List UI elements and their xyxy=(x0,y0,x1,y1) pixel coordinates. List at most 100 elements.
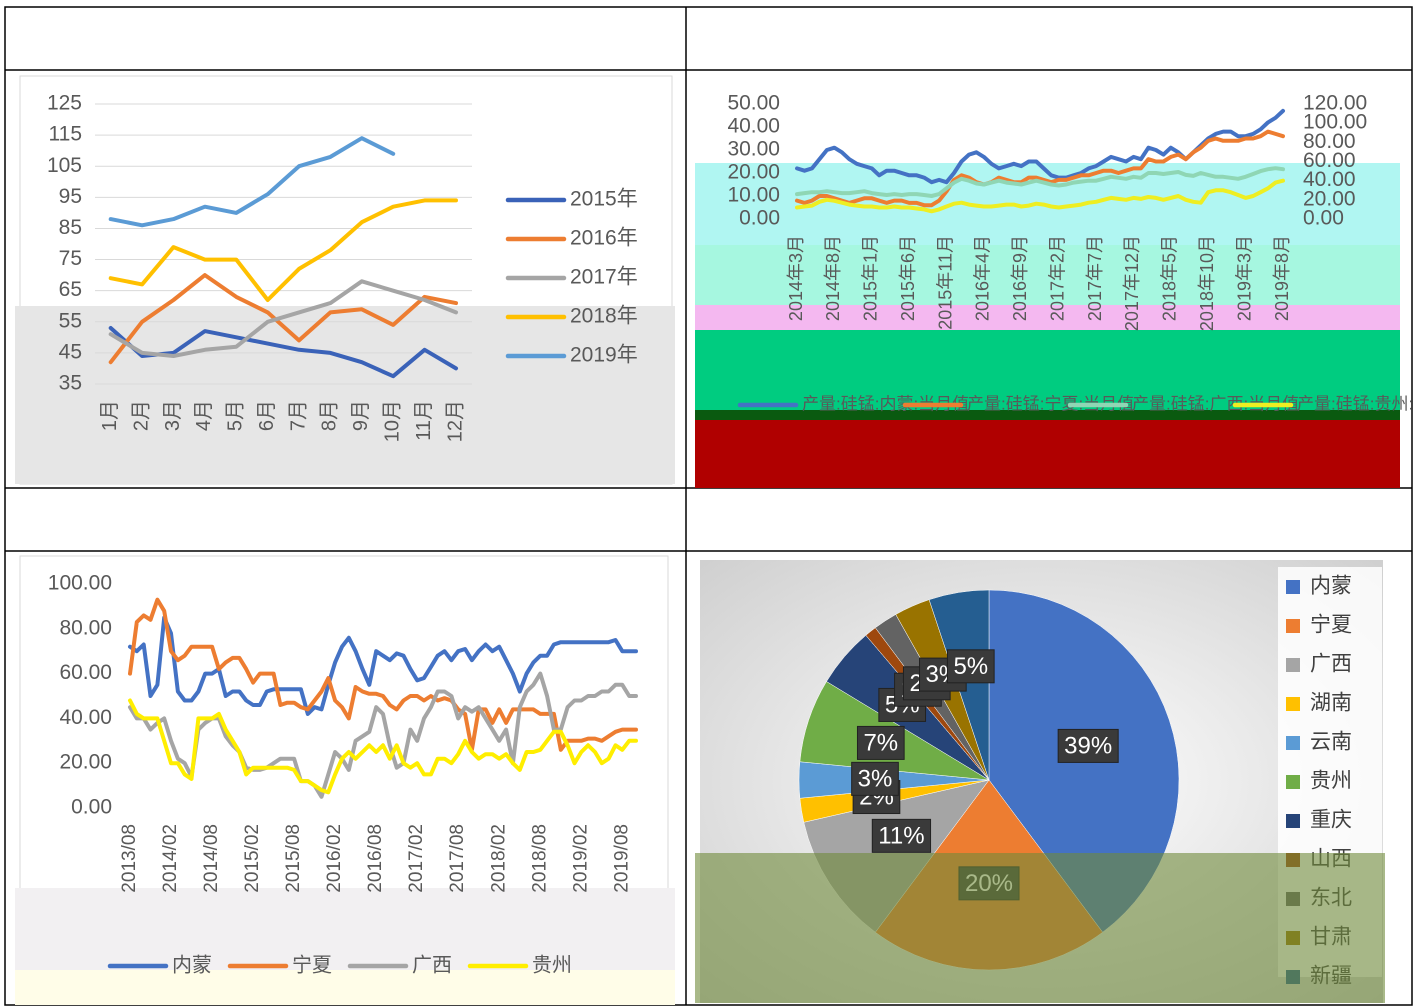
y-tick-label: 115 xyxy=(49,123,82,146)
data-label: 39% xyxy=(1064,732,1112,759)
data-label: 11% xyxy=(878,822,924,849)
legend-label: 2018年 xyxy=(570,305,638,328)
y2-tick-label: 100.00 xyxy=(1303,111,1367,134)
y-tick-label: 55 xyxy=(59,309,82,332)
x-tick-label: 2019年3月 xyxy=(1234,235,1254,321)
x-tick-label: 2016年4月 xyxy=(973,235,993,321)
legend-swatch xyxy=(1286,697,1300,711)
artifact xyxy=(695,245,1400,305)
table-border xyxy=(4,6,1413,1006)
legend-label: 重庆 xyxy=(1310,809,1352,832)
x-tick-label: 2014年3月 xyxy=(786,235,806,321)
y2-tick-label: 60.00 xyxy=(1303,149,1356,172)
x-tick-label: 10月 xyxy=(381,400,403,442)
y-tick-label: 60.00 xyxy=(59,661,112,684)
x-tick-label: 2019年8月 xyxy=(1272,235,1292,321)
series-line xyxy=(108,136,396,228)
y-tick-label: 20.00 xyxy=(59,751,112,774)
x-tick-label: 2015年1月 xyxy=(861,235,881,321)
data-label-box xyxy=(856,725,905,760)
series-line xyxy=(795,166,1285,198)
x-tick-label: 2019/08 xyxy=(611,824,632,893)
artifact xyxy=(695,410,1400,420)
legend-label: 产量:硅锰:广西:当月值 xyxy=(1132,394,1299,413)
data-label-box xyxy=(946,649,995,684)
data-label-box xyxy=(851,761,899,796)
legend-swatch xyxy=(1286,580,1300,594)
series-line xyxy=(108,273,458,365)
x-tick-label: 2017/08 xyxy=(447,824,468,893)
series-line xyxy=(795,178,1285,214)
artifact xyxy=(15,306,675,484)
x-tick-label: 2018/08 xyxy=(529,824,550,893)
legend-label: 产量:硅锰:贵州:当月值 xyxy=(1297,394,1415,413)
artifact xyxy=(695,853,1385,1003)
x-tick-label: 2019/02 xyxy=(570,824,591,893)
x-tick-label: 2016/02 xyxy=(324,824,345,893)
y2-tick-label: 20.00 xyxy=(1303,187,1356,210)
legend-label: 贵州 xyxy=(532,953,572,976)
y-tick-label: 45 xyxy=(59,340,82,363)
y-tick-label: 80.00 xyxy=(59,616,112,639)
series-line xyxy=(108,279,458,358)
x-tick-label: 6月 xyxy=(256,400,278,431)
x-tick-label: 2018年5月 xyxy=(1160,235,1180,321)
y-tick-label: 95 xyxy=(59,185,82,208)
y-tick-label: 65 xyxy=(59,278,82,301)
x-tick-label: 5月 xyxy=(225,400,247,431)
y2-tick-label: 80.00 xyxy=(1303,130,1356,153)
legend-label: 宁夏 xyxy=(292,953,332,976)
y-tick-label: 105 xyxy=(47,154,82,177)
x-tick-label: 9月 xyxy=(350,400,372,431)
x-tick-label: 2017/02 xyxy=(406,824,427,893)
legend-swatch xyxy=(1286,775,1300,789)
legend-swatch xyxy=(1286,619,1300,633)
x-tick-label: 3月 xyxy=(162,400,184,431)
artifact xyxy=(695,420,1400,488)
legend-label: 广西 xyxy=(1310,653,1352,676)
artifact xyxy=(15,970,675,1005)
series-line xyxy=(795,129,1285,208)
x-tick-label: 2014年8月 xyxy=(823,235,843,321)
series-line xyxy=(108,198,458,302)
artifact xyxy=(695,330,1400,410)
legend-label: 内蒙 xyxy=(1310,575,1352,598)
x-tick-label: 2月 xyxy=(130,400,152,431)
x-tick-label: 12月 xyxy=(444,400,466,442)
y-tick-label: 30.00 xyxy=(727,138,780,161)
artifact xyxy=(695,305,1400,330)
x-tick-label: 2013/08 xyxy=(119,824,140,893)
y-tick-label: 85 xyxy=(59,216,82,239)
x-tick-label: 8月 xyxy=(319,400,341,431)
x-tick-label: 2017年7月 xyxy=(1085,235,1105,321)
series-line xyxy=(128,615,638,716)
x-tick-label: 2015年11月 xyxy=(935,235,955,330)
y-tick-label: 20.00 xyxy=(727,161,780,184)
x-tick-label: 2015年6月 xyxy=(898,235,918,321)
legend-label: 湖南 xyxy=(1310,692,1352,715)
legend-swatch xyxy=(1286,814,1300,828)
x-tick-label: 2018年10月 xyxy=(1197,235,1217,331)
y-tick-label: 100.00 xyxy=(48,572,112,595)
data-label-box xyxy=(871,818,932,853)
data-label: 3% xyxy=(858,765,893,792)
x-tick-label: 2015/02 xyxy=(242,824,263,893)
legend-label: 广西 xyxy=(412,953,452,976)
legend-label: 云南 xyxy=(1310,731,1352,754)
y-tick-label: 0.00 xyxy=(71,796,112,819)
x-tick-label: 2014/02 xyxy=(160,824,181,893)
legend-label: 内蒙 xyxy=(172,953,212,976)
y-tick-label: 75 xyxy=(59,247,82,270)
x-tick-label: 2015/08 xyxy=(283,824,304,893)
y-tick-label: 0.00 xyxy=(739,207,780,230)
x-tick-label: 2018/02 xyxy=(488,824,509,893)
legend-swatch xyxy=(1286,658,1300,672)
series-line xyxy=(108,326,458,379)
data-label-box xyxy=(1057,728,1119,763)
y-tick-label: 125 xyxy=(47,92,82,115)
legend-label: 2016年 xyxy=(570,227,638,250)
x-tick-label: 2017年2月 xyxy=(1047,235,1067,321)
legend-label: 2015年 xyxy=(570,188,638,211)
series-line xyxy=(128,698,638,795)
